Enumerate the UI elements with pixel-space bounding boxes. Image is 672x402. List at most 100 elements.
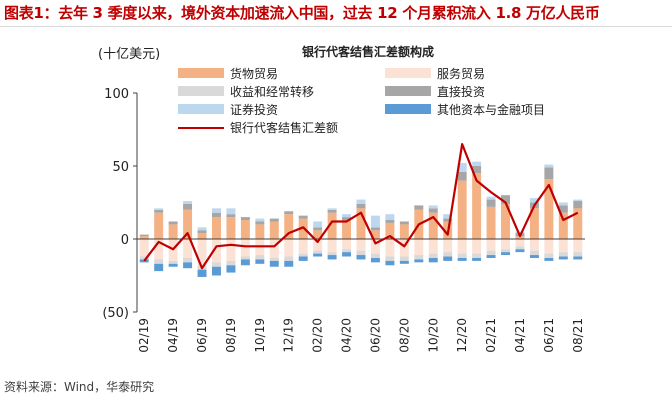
bar-direct-03/21 xyxy=(501,195,510,204)
bar-other-06/20 xyxy=(370,257,380,263)
bar-income-03/19 xyxy=(154,259,164,264)
bar-other-05/19 xyxy=(183,262,193,269)
bar-securities-08/21 xyxy=(573,199,583,202)
bar-direct-12/19 xyxy=(284,211,294,215)
bar-direct-07/21 xyxy=(558,205,568,213)
unit-label: (十亿美元) xyxy=(98,47,160,62)
bar-goods-04/20 xyxy=(342,220,352,239)
x-tick-label: 12/20 xyxy=(455,318,469,353)
bar-services-05/19 xyxy=(183,239,193,258)
bar-direct-06/19 xyxy=(197,230,207,234)
bar-direct-12/20 xyxy=(457,171,467,181)
figure-title: 图表1：去年 3 季度以来，境外资本加速流入中国，过去 12 个月累积流入 1.… xyxy=(4,4,600,22)
bar-direct-02/20 xyxy=(313,227,323,231)
legend-label-direct: 直接投资 xyxy=(437,84,485,99)
bar-direct-07/20 xyxy=(385,220,395,223)
bar-securities-05/20 xyxy=(356,199,366,204)
bar-goods-02/19 xyxy=(139,236,149,239)
bar-securities-01/21 xyxy=(472,161,482,166)
bar-services-04/20 xyxy=(342,239,352,250)
bar-services-02/19 xyxy=(139,239,149,257)
bar-goods-09/19 xyxy=(240,220,250,239)
bar-goods-12/20 xyxy=(457,180,467,239)
bar-income-08/19 xyxy=(226,260,236,266)
bar-other-08/20 xyxy=(399,260,409,264)
bar-other-09/19 xyxy=(240,259,250,266)
bar-other-04/19 xyxy=(168,263,178,267)
bar-income-03/21 xyxy=(501,249,510,253)
bar-other-11/19 xyxy=(269,260,279,267)
x-tick-label: 06/20 xyxy=(368,318,382,353)
bar-direct-06/21 xyxy=(544,167,554,180)
bar-income-04/21 xyxy=(515,246,525,250)
bar-other-03/19 xyxy=(154,263,164,272)
bar-goods-10/19 xyxy=(255,224,265,239)
bar-income-06/20 xyxy=(370,253,380,258)
bar-direct-09/19 xyxy=(240,217,250,221)
bar-direct-08/20 xyxy=(399,221,409,225)
bar-services-07/19 xyxy=(212,239,221,263)
x-tick-label: 04/21 xyxy=(513,318,527,353)
bar-direct-07/19 xyxy=(212,212,221,218)
bar-income-05/21 xyxy=(529,250,539,256)
bar-direct-08/21 xyxy=(573,201,583,209)
bar-services-08/21 xyxy=(573,239,583,253)
bar-goods-02/20 xyxy=(313,230,323,239)
bar-other-10/20 xyxy=(428,257,438,263)
bar-services-05/20 xyxy=(356,239,366,251)
bar-goods-03/21 xyxy=(501,203,510,239)
x-tick-label: 06/21 xyxy=(542,318,556,353)
x-tick-label: 02/19 xyxy=(137,318,151,353)
bar-income-03/20 xyxy=(327,252,337,256)
bar-goods-05/20 xyxy=(356,208,366,239)
bar-other-06/19 xyxy=(197,269,207,277)
bar-direct-09/20 xyxy=(414,205,424,210)
bar-services-10/20 xyxy=(428,239,438,254)
x-tick-label: 10/20 xyxy=(426,318,440,353)
bar-income-05/20 xyxy=(356,250,366,256)
bar-goods-04/19 xyxy=(168,224,178,239)
bar-services-09/19 xyxy=(240,239,250,257)
bar-other-07/19 xyxy=(212,266,221,276)
bar-services-06/21 xyxy=(544,239,554,254)
bar-direct-11/19 xyxy=(269,218,279,222)
bar-other-04/21 xyxy=(515,249,525,253)
bar-income-04/20 xyxy=(342,249,352,253)
bar-securities-06/20 xyxy=(370,215,380,228)
title-divider xyxy=(0,26,672,27)
bar-direct-05/20 xyxy=(356,203,366,209)
bar-other-04/20 xyxy=(342,252,352,257)
bar-goods-02/21 xyxy=(486,206,496,239)
legend-swatch-services xyxy=(385,68,431,78)
bar-services-01/21 xyxy=(472,239,482,254)
bar-direct-04/19 xyxy=(168,221,178,225)
x-tick-label: 02/20 xyxy=(311,318,325,353)
bar-income-01/21 xyxy=(472,253,482,258)
legend-label-income: 收益和经常转移 xyxy=(230,84,314,99)
bar-services-08/19 xyxy=(226,239,236,261)
bar-other-03/21 xyxy=(501,252,510,256)
bar-goods-03/20 xyxy=(327,212,337,239)
bar-direct-02/21 xyxy=(486,199,496,207)
bar-securities-11/20 xyxy=(443,214,453,219)
bar-other-12/20 xyxy=(457,257,467,261)
bar-income-09/19 xyxy=(240,256,250,260)
bar-services-12/19 xyxy=(284,239,294,257)
bar-goods-07/19 xyxy=(212,217,221,239)
bar-other-08/21 xyxy=(573,256,583,260)
bar-income-02/21 xyxy=(486,250,496,256)
bar-direct-01/20 xyxy=(298,215,308,219)
bar-services-06/19 xyxy=(197,239,207,266)
bar-goods-01/21 xyxy=(472,173,482,239)
bar-income-12/20 xyxy=(457,253,467,258)
bar-goods-04/21 xyxy=(515,236,525,239)
bar-goods-12/19 xyxy=(284,214,294,239)
bar-income-08/20 xyxy=(399,256,409,261)
bar-securities-05/19 xyxy=(183,201,193,204)
bar-other-05/20 xyxy=(356,255,366,260)
bar-other-08/19 xyxy=(226,265,236,273)
bar-income-02/19 xyxy=(139,256,149,260)
x-tick-label: 08/21 xyxy=(571,318,585,353)
bar-income-08/21 xyxy=(573,252,583,257)
